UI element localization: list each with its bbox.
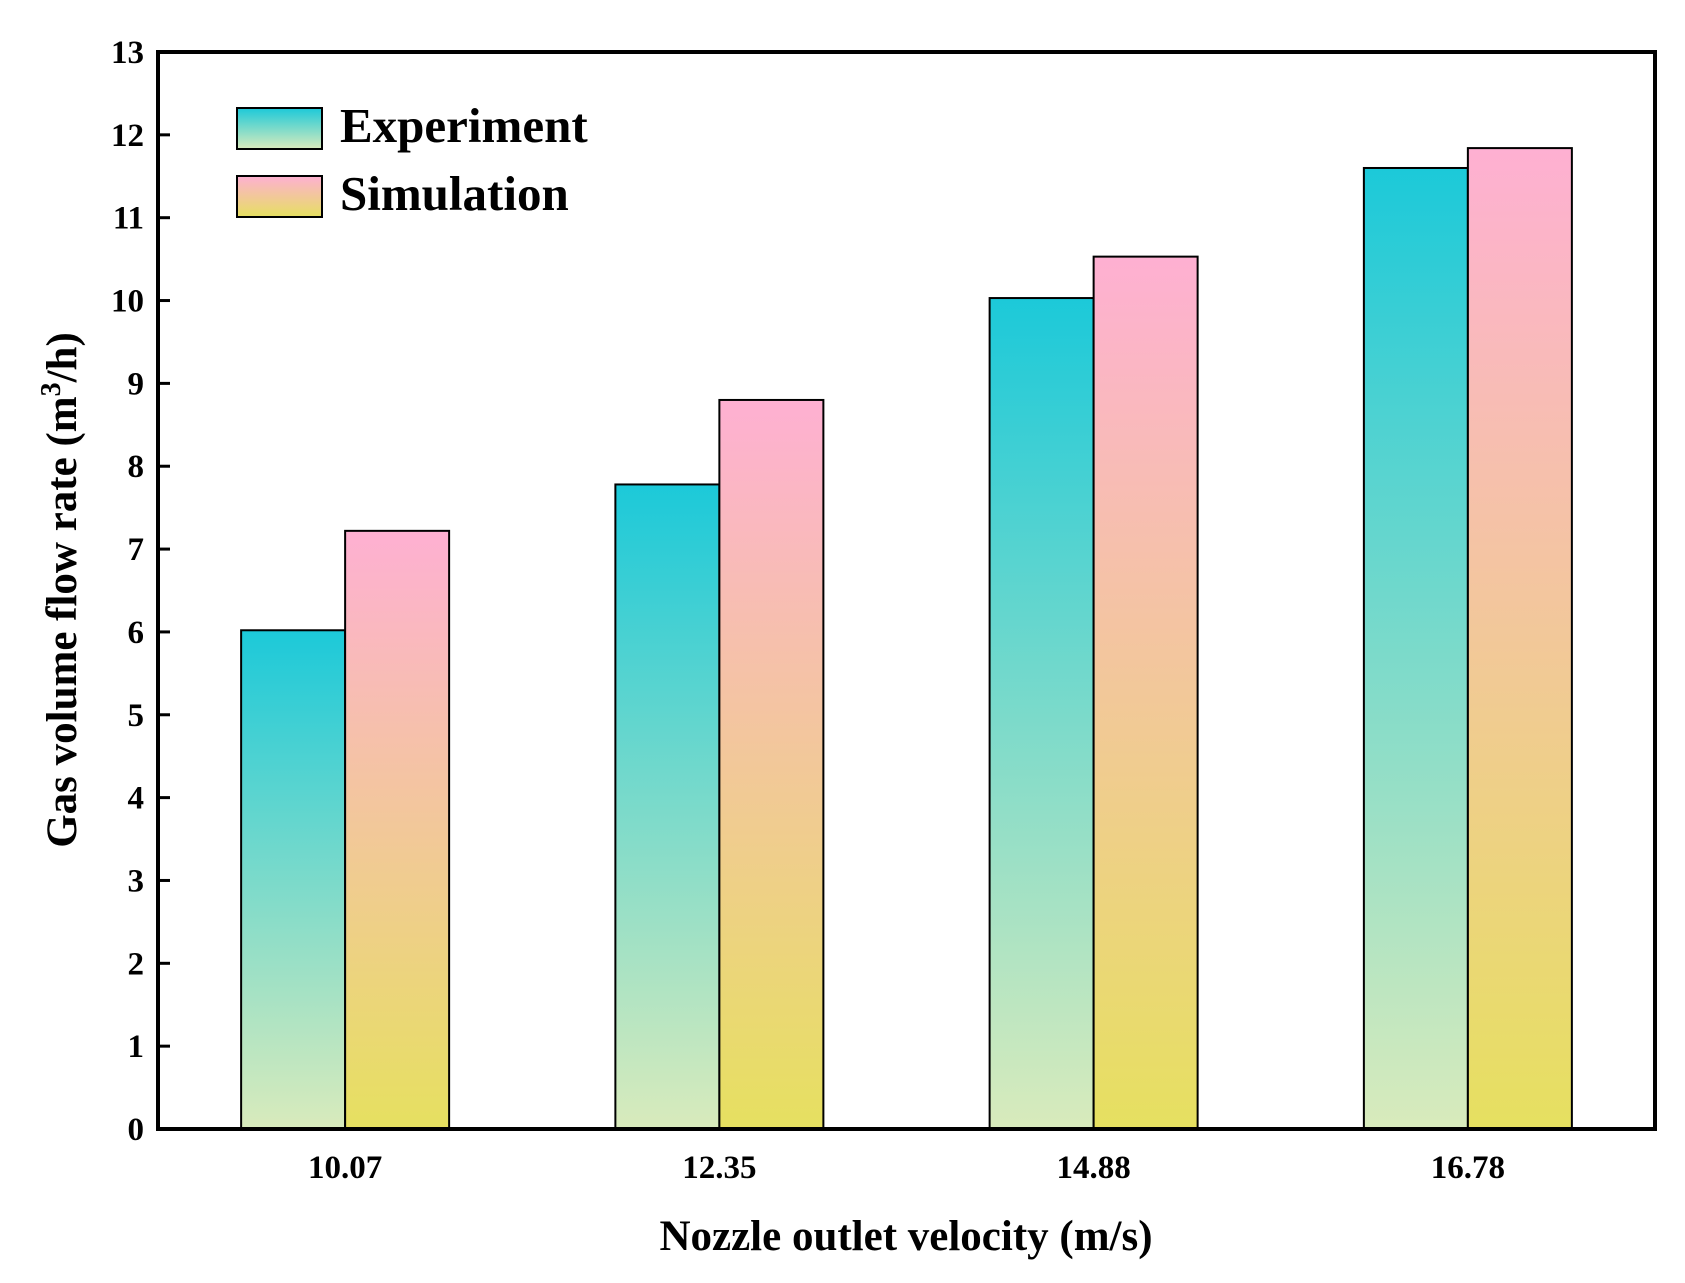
bar-group — [240, 147, 1573, 1131]
y-tick-label: 10 — [111, 284, 144, 320]
y-tick-label: 6 — [128, 615, 145, 651]
x-tick-label: 16.78 — [1431, 1150, 1505, 1186]
y-tick-label: 7 — [128, 532, 145, 568]
legend-swatch-simulation — [236, 175, 323, 218]
y-tick-label: 3 — [128, 863, 145, 899]
y-tick-label: 2 — [128, 946, 145, 982]
legend-label-experiment: Experiment — [340, 98, 588, 153]
y-tick-label: 11 — [113, 201, 144, 237]
bar-simulation-16.78 — [1466, 147, 1573, 1130]
legend: Experiment Simulation — [236, 98, 588, 221]
x-axis-ticks: 10.07 12.35 14.88 16.78 — [308, 1150, 1505, 1186]
bar-experiment-12.35 — [614, 483, 721, 1130]
bar-experiment-14.88 — [988, 297, 1095, 1130]
bar-simulation-14.88 — [1092, 255, 1199, 1130]
y-tick-label: 8 — [128, 449, 145, 485]
y-axis-title: Gas volume flow rate (m3/h) — [36, 332, 86, 848]
legend-swatch-experiment — [236, 107, 323, 150]
y-tick-label: 5 — [128, 698, 145, 734]
y-tick-label: 12 — [111, 118, 144, 154]
y-tick-label: 13 — [111, 35, 144, 71]
y-tick-label: 1 — [128, 1029, 145, 1065]
bar-simulation-12.35 — [718, 398, 825, 1130]
x-axis-title: Nozzle outlet velocity (m/s) — [659, 1213, 1152, 1260]
y-axis-title-main: Gas volume flow rate (m — [39, 396, 86, 848]
bar-simulation-10.07 — [344, 529, 451, 1130]
y-tick-label: 0 — [128, 1112, 145, 1148]
y-tick-label: 4 — [128, 781, 145, 817]
x-tick-label: 10.07 — [308, 1150, 382, 1186]
plot-frame — [156, 50, 1657, 1131]
x-tick-label: 12.35 — [682, 1150, 756, 1186]
x-tick-label: 14.88 — [1057, 1150, 1131, 1186]
y-tick-label: 9 — [128, 366, 145, 402]
y-axis-title-superscript: 3 — [36, 382, 67, 396]
bar-experiment-16.78 — [1362, 166, 1469, 1130]
legend-label-simulation: Simulation — [340, 166, 569, 221]
bar-experiment-10.07 — [240, 629, 347, 1131]
y-axis-title-unit: /h) — [39, 332, 86, 383]
